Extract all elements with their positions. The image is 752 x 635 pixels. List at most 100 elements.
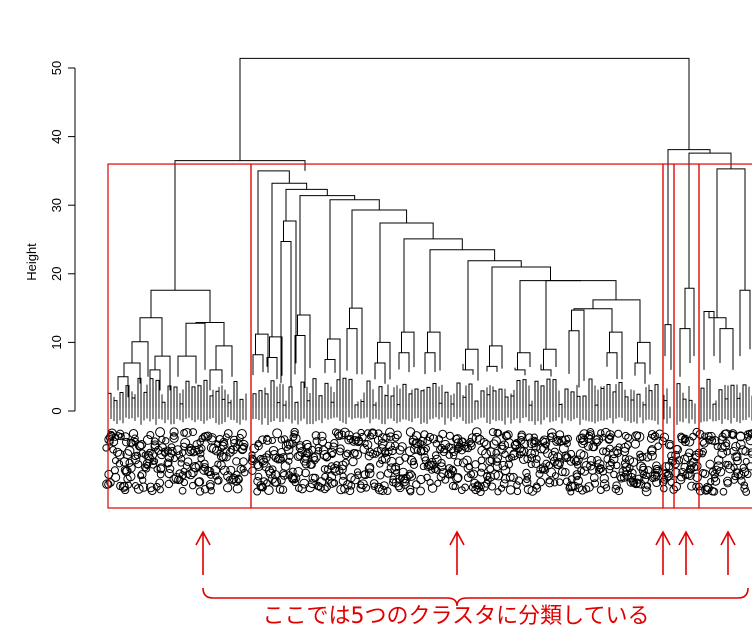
- leaf-label-ink: [122, 449, 133, 460]
- leaf-label-ink: [647, 445, 657, 455]
- merge-link: [540, 385, 545, 408]
- leaf-label-ink: [740, 484, 749, 493]
- merge-link: [239, 398, 244, 408]
- leaf-label-ink: [112, 447, 123, 457]
- merge-link: [294, 335, 306, 389]
- merge-link: [258, 390, 263, 408]
- merge-link: [360, 400, 365, 408]
- leaf-label-ink: [230, 439, 239, 447]
- leaf-label-ink: [345, 486, 355, 496]
- merge-link: [401, 331, 415, 368]
- leaf-label-ink: [359, 444, 370, 454]
- leaf-label-ink: [118, 481, 129, 492]
- leaf-label-ink: [379, 481, 389, 491]
- leaf-label-ink: [711, 476, 721, 486]
- leaf-label-ink: [357, 428, 365, 437]
- leaf-label-ink: [263, 485, 274, 496]
- leaf-label-ink: [165, 464, 175, 474]
- leaf-label-ink: [258, 455, 268, 466]
- leaf-label-ink: [733, 468, 744, 479]
- merge-link: [498, 388, 503, 408]
- leaf-label-ink: [555, 430, 565, 439]
- leaf-label-ink: [286, 452, 294, 460]
- merge-link: [384, 395, 389, 408]
- leaf-label-ink: [281, 440, 292, 451]
- leaf-label-ink: [586, 461, 596, 471]
- merge-link: [545, 280, 617, 350]
- merge-link: [426, 386, 431, 408]
- leaf-label-ink: [638, 452, 647, 461]
- merge-link: [700, 387, 705, 408]
- leaf-label-ink: [633, 431, 642, 440]
- leaf-label-ink: [519, 439, 530, 449]
- leaf-label-ink: [311, 431, 321, 440]
- leaf-label-ink: [411, 431, 422, 441]
- leaf-label-ink: [438, 429, 448, 439]
- leaf-label-ink: [599, 473, 609, 484]
- merge-link: [131, 397, 136, 408]
- leaf-label-ink: [248, 466, 257, 475]
- leaf-label-ink: [523, 454, 532, 464]
- leaf-label-ink: [163, 458, 173, 468]
- leaf-label-ink: [609, 448, 619, 459]
- merge-link: [257, 170, 290, 335]
- merge-link: [724, 398, 729, 408]
- leaf-label-ink: [741, 447, 750, 456]
- merge-link: [606, 384, 611, 408]
- leaf-label-ink: [330, 479, 339, 487]
- cluster-arrow: [195, 530, 211, 575]
- merge-link: [312, 378, 317, 408]
- leaf-label-ink: [477, 463, 487, 472]
- leaf-label-ink: [493, 453, 503, 463]
- merge-link: [462, 363, 474, 375]
- leaf-label-ink: [723, 479, 732, 488]
- merge-link: [480, 390, 485, 408]
- leaf-label-ink: [265, 468, 276, 479]
- leaf-label-ink: [188, 467, 198, 478]
- leaf-label-ink: [216, 460, 226, 470]
- leaf-label-ink: [278, 485, 288, 495]
- leaf-label-ink: [612, 481, 621, 490]
- y-tick-label: 50: [49, 61, 64, 75]
- merge-link: [486, 365, 498, 372]
- leaf-label-ink: [182, 462, 191, 470]
- leaf-label-ink: [699, 447, 708, 456]
- leaf-label-ink: [501, 450, 509, 458]
- leaf-label-ink: [561, 451, 570, 460]
- merge-link: [534, 380, 539, 408]
- leaf-label-ink: [308, 473, 318, 483]
- leaf-label-ink: [692, 472, 702, 483]
- merge-link: [209, 395, 214, 408]
- leaf-label-ink: [134, 440, 145, 451]
- leaf-label-ink: [131, 482, 140, 490]
- leaf-label-ink: [196, 449, 205, 458]
- leaf-label-ink: [713, 455, 724, 465]
- cluster-arrows: [195, 530, 736, 575]
- leaf-label-ink: [232, 457, 241, 466]
- leaf-label-ink: [126, 463, 136, 473]
- merge-link: [462, 396, 467, 408]
- merge-link: [504, 396, 509, 408]
- leaf-label-ink: [151, 457, 159, 465]
- merge-link: [742, 384, 747, 408]
- leaf-label-ink: [445, 431, 454, 440]
- leaf-label-ink: [739, 463, 747, 472]
- leaf-label-ink: [361, 439, 369, 448]
- leaf-label-ink: [628, 457, 639, 467]
- leaf-label-ink: [205, 466, 215, 477]
- leaf-label-ink: [235, 433, 244, 442]
- merge-link: [269, 336, 283, 376]
- merge-link: [438, 402, 443, 408]
- leaf-label-ink: [671, 467, 681, 478]
- leaf-label-ink: [661, 462, 671, 472]
- leaf-label-ink: [214, 477, 222, 485]
- leaf-label-ink: [270, 469, 280, 480]
- leaf-label-ink: [728, 430, 736, 439]
- leaf-label-ink: [437, 462, 447, 472]
- merge-link: [688, 152, 732, 289]
- leaf-label-ink: [437, 458, 446, 468]
- leaf-label-ink: [577, 433, 587, 443]
- leaf-label-ink: [710, 487, 719, 496]
- leaf-label-ink: [109, 437, 119, 447]
- leaf-label-ink: [399, 476, 410, 487]
